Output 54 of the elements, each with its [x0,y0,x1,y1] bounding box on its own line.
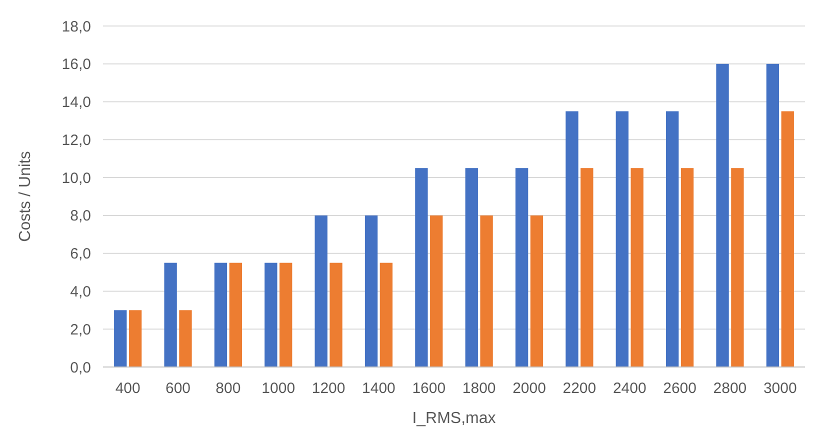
x-tick-label: 1200 [312,380,346,397]
x-tick-label: 2000 [512,380,546,397]
y-tick-label: 14,0 [62,94,91,112]
bar [430,215,443,367]
bar [666,111,679,367]
y-tick-label: 8,0 [70,208,91,225]
y-tick-label: 10,0 [62,170,91,187]
bar [630,168,644,367]
bar [766,64,780,367]
bar [364,215,378,367]
bar [566,111,578,367]
bar [279,262,292,367]
x-tick-label: 1000 [262,380,296,397]
y-tick-label: 18,0 [62,18,91,36]
x-tick-label: 400 [115,380,140,397]
x-tick-label: 800 [216,380,241,397]
bar [515,168,528,367]
bar [164,262,177,367]
bar [680,168,694,367]
bar [214,262,228,367]
x-tick-label: 1400 [362,380,396,397]
x-tick-label: 1800 [462,380,496,397]
y-tick-label: 0,0 [70,359,91,376]
y-tick-label: 2,0 [70,321,91,338]
y-tick-label: 6,0 [70,246,91,263]
bar [480,215,493,367]
bar [128,310,142,367]
bar [465,168,478,367]
x-tick-label: 3000 [763,380,797,397]
bar [731,168,744,367]
bar [314,215,328,367]
x-tick-label: 2200 [562,380,596,397]
x-tick-label: 2600 [663,380,696,397]
x-tick-label: 2400 [612,380,646,397]
x-tick-label: 2800 [713,380,747,397]
y-tick-label: 16,0 [62,56,91,74]
bar [580,168,594,367]
x-axis-title: I_RMS,max [412,410,496,427]
bar [264,262,278,367]
bar [114,310,127,367]
bar [229,262,242,367]
y-tick-label: 4,0 [70,283,91,300]
y-tick-label: 12,0 [62,132,91,149]
x-tick-label: 1600 [412,380,446,397]
bar [380,262,393,367]
x-tick-label: 600 [166,380,191,397]
bar [179,310,192,367]
bar [616,111,629,367]
bar [415,168,428,367]
bar [781,111,794,367]
bar [716,64,729,367]
y-axis-title: Costs / Units [17,151,34,242]
bar [330,262,342,367]
bar [530,215,544,367]
